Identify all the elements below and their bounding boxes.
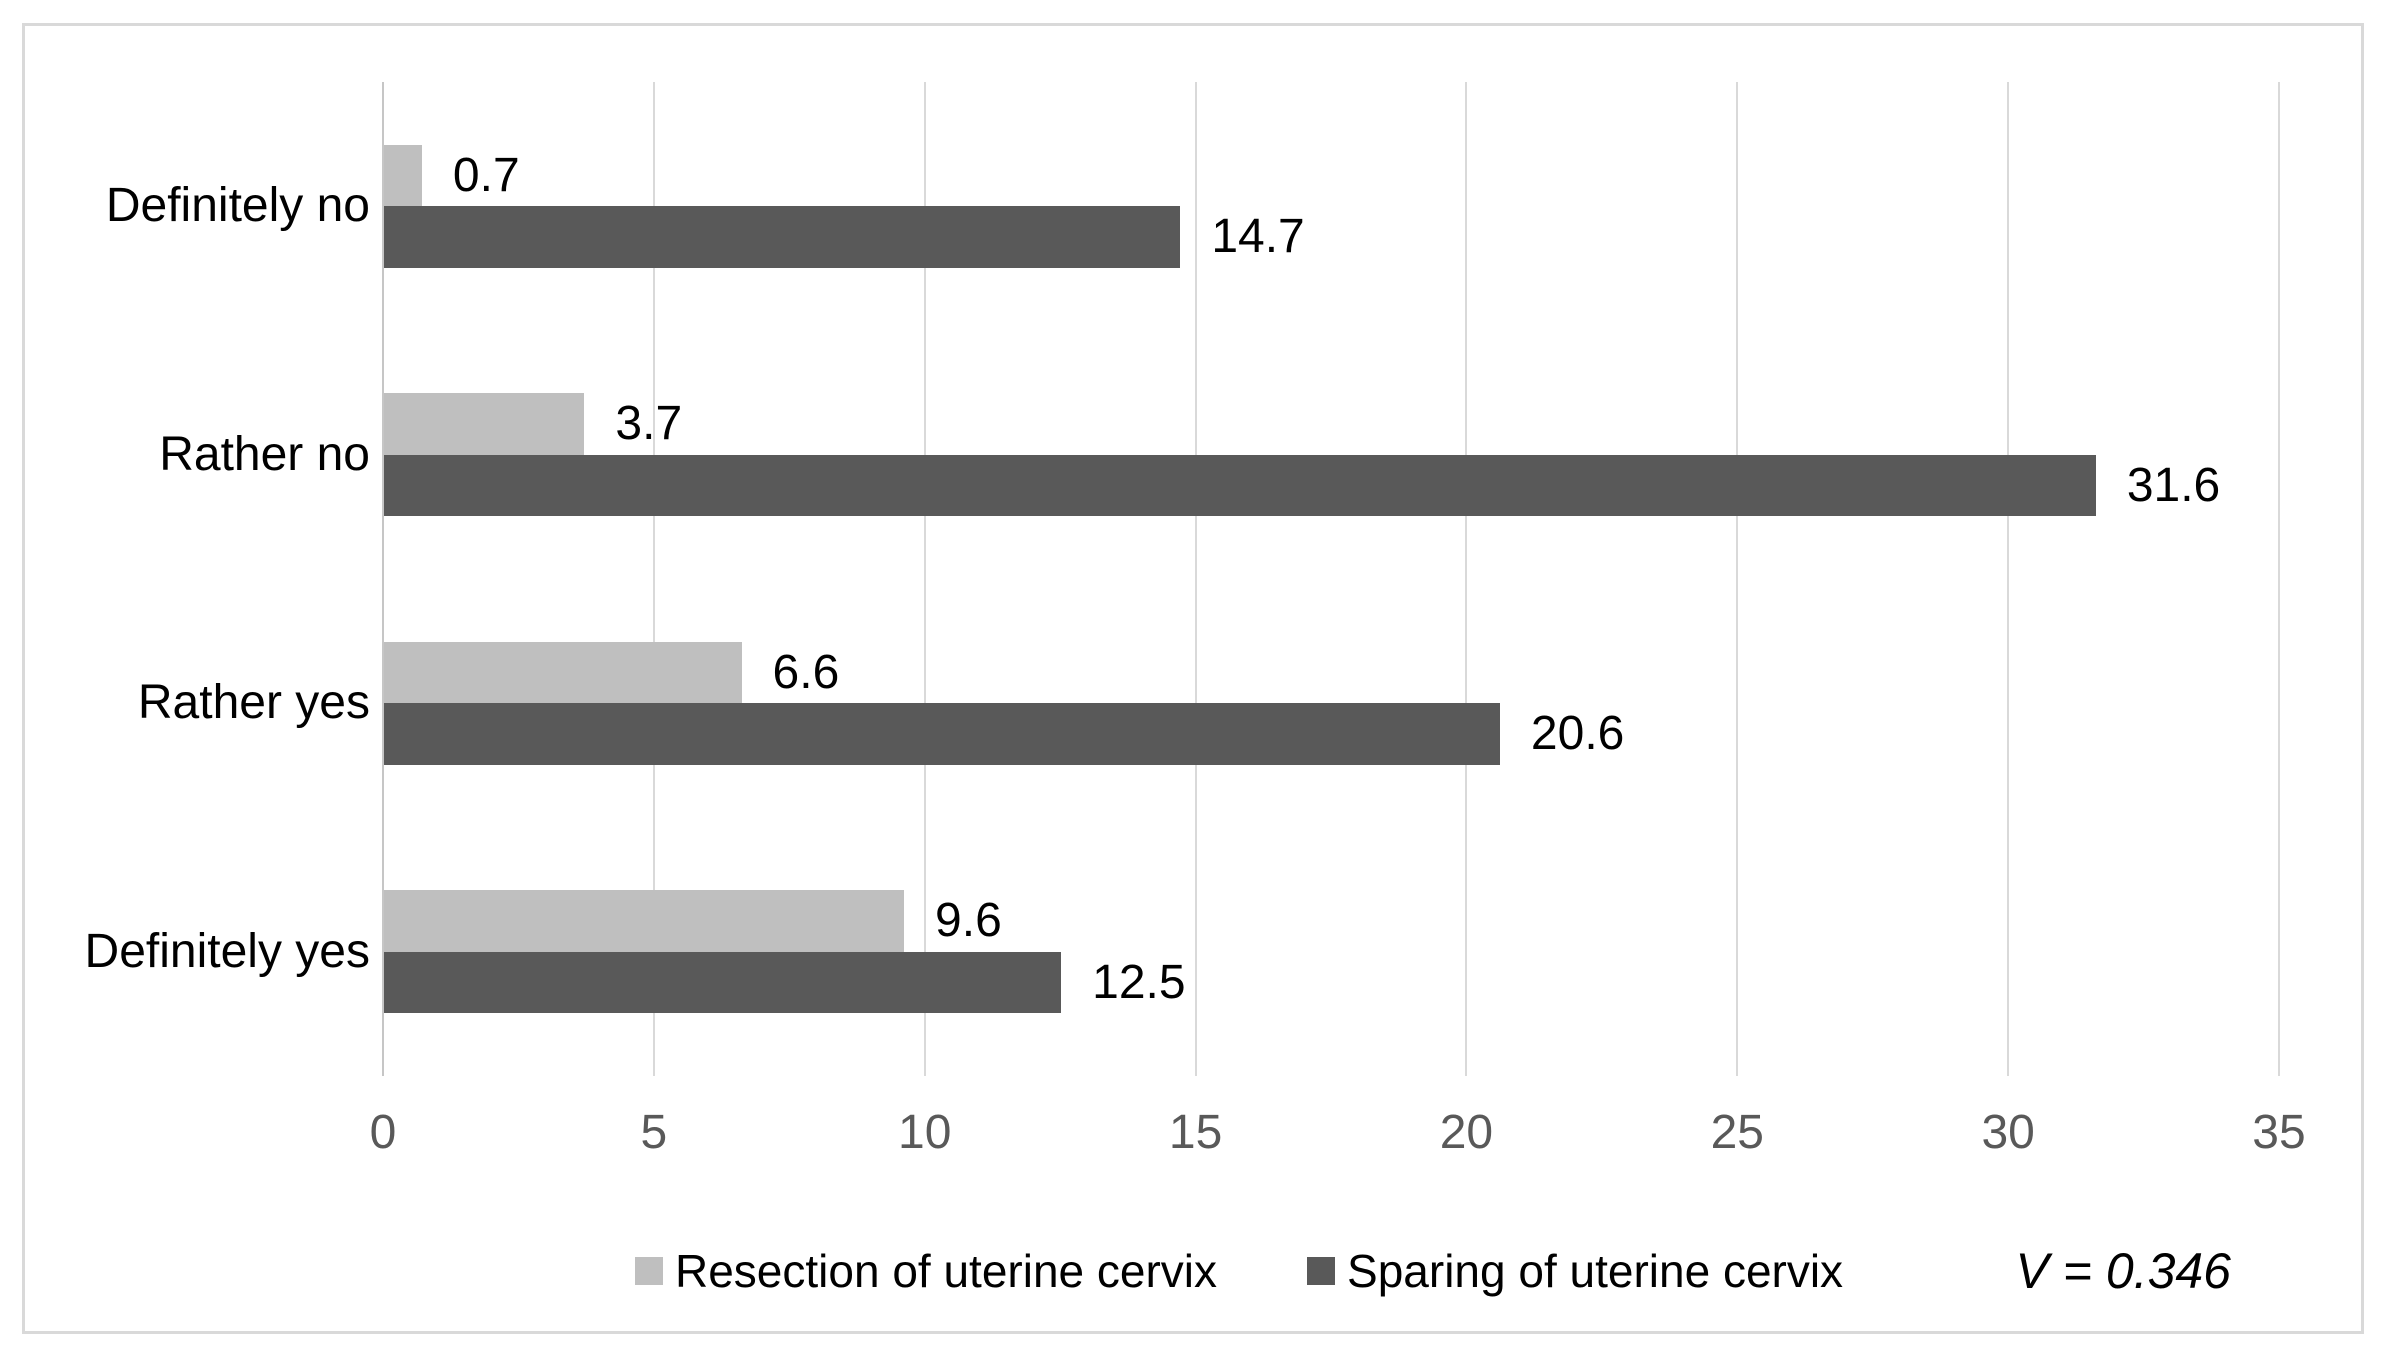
value-label: 3.7 bbox=[615, 397, 683, 450]
legend-swatch bbox=[635, 1257, 663, 1285]
gridline bbox=[652, 82, 655, 1076]
legend-swatch bbox=[1307, 1257, 1336, 1285]
gridline bbox=[1736, 82, 1739, 1076]
gridline bbox=[2278, 82, 2280, 1076]
legend: Resection of uterine cervix Sparing of ut… bbox=[635, 1248, 1843, 1294]
legend-label: Resection of uterine cervix bbox=[675, 1245, 1218, 1297]
category-label: Definitely no bbox=[105, 179, 370, 233]
x-axis-tick-label: 15 bbox=[1168, 1106, 1223, 1159]
value-label: 20.6 bbox=[1530, 707, 1625, 760]
category-label: Rather yes bbox=[137, 676, 370, 730]
bar-sparing bbox=[384, 951, 1062, 1014]
bar-sparing bbox=[384, 703, 1500, 765]
gridline bbox=[923, 82, 926, 1076]
x-axis-tick-label: 20 bbox=[1439, 1106, 1494, 1159]
gridline bbox=[1194, 82, 1197, 1076]
x-axis-tick-label: 10 bbox=[898, 1106, 952, 1159]
x-axis-tick-label: 25 bbox=[1710, 1106, 1764, 1159]
category-label: Definitely yes bbox=[84, 924, 370, 978]
bar-sparing bbox=[384, 206, 1181, 268]
gridline bbox=[1465, 82, 1468, 1076]
gridline bbox=[2007, 82, 2010, 1076]
category-label: Rather no bbox=[159, 427, 370, 481]
x-axis-tick-label: 30 bbox=[1981, 1106, 2035, 1159]
x-axis-tick-label: 5 bbox=[640, 1106, 668, 1159]
value-label: 14.7 bbox=[1211, 210, 1305, 263]
value-label: 9.6 bbox=[935, 894, 1002, 947]
value-label: 6.6 bbox=[772, 645, 840, 699]
value-label: 0.7 bbox=[452, 148, 520, 202]
legend-item: Sparing of uterine cervix bbox=[1307, 1248, 1843, 1294]
legend-label: Sparing of uterine cervix bbox=[1347, 1245, 1844, 1297]
bar-resection bbox=[384, 393, 585, 455]
x-axis-tick-label: 35 bbox=[2252, 1106, 2306, 1159]
x-axis-tick-label: 0 bbox=[369, 1106, 397, 1159]
legend-item: Resection of uterine cervix bbox=[635, 1248, 1217, 1294]
bar-resection bbox=[384, 144, 422, 207]
value-label: 31.6 bbox=[2126, 458, 2221, 512]
category-axis-line bbox=[382, 82, 384, 1076]
bar-resection bbox=[384, 890, 905, 952]
cramers-v-annotation: V = 0.346 bbox=[2015, 1243, 2231, 1299]
chart-frame: Resection of uterine cervix Sparing of ut… bbox=[22, 23, 2364, 1334]
value-label: 12.5 bbox=[1092, 955, 1186, 1009]
bar-resection bbox=[384, 641, 742, 704]
bar-sparing bbox=[384, 454, 2096, 517]
